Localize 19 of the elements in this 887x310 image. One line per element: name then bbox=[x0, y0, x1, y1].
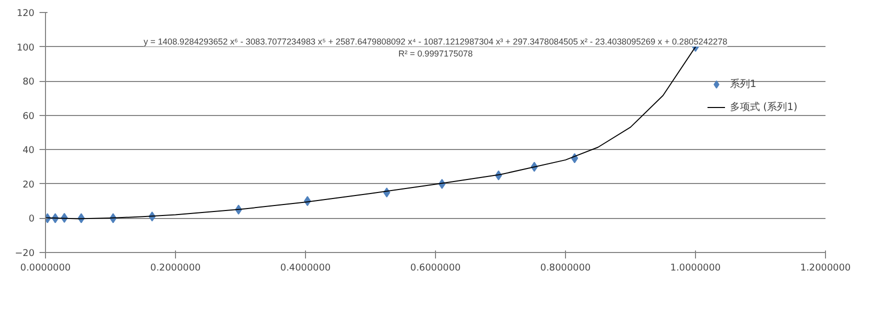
x-tick-label: 0.8000000 bbox=[540, 262, 591, 274]
y-tick-label: −20 bbox=[14, 248, 35, 259]
x-tick-label: 0.6000000 bbox=[410, 262, 461, 274]
y-tick-label: 0 bbox=[28, 214, 35, 225]
x-tick-label: 1.2000000 bbox=[800, 262, 851, 274]
annotation: y = 1408.9284293652 x⁶ - 3083.7077234983 x⁵ + 2587.6479808092 x⁴ - 1087.1212987304 x³ + 297.3478084505 x² - 23.4038095269 x + 0.2805242278 bbox=[144, 36, 728, 46]
y-tick-label: 60 bbox=[22, 110, 35, 122]
legend-label: 多项式 (系列1) bbox=[730, 100, 798, 114]
x-tick-label: 0.0000000 bbox=[20, 262, 71, 274]
y-tick-label: 120 bbox=[16, 8, 35, 19]
x-tick-label: 0.2000000 bbox=[150, 262, 201, 274]
annotation: R² = 0.9997175078 bbox=[398, 48, 473, 58]
x-tick-label: 0.4000000 bbox=[280, 262, 331, 274]
y-tick-label: 80 bbox=[22, 76, 35, 88]
y-tick-label: 20 bbox=[22, 179, 35, 190]
x-tick-label: 1.0000000 bbox=[670, 262, 721, 274]
legend-label: 系列1 bbox=[730, 78, 756, 91]
y-tick-label: 40 bbox=[22, 145, 35, 156]
y-tick-label: 100 bbox=[16, 42, 35, 54]
